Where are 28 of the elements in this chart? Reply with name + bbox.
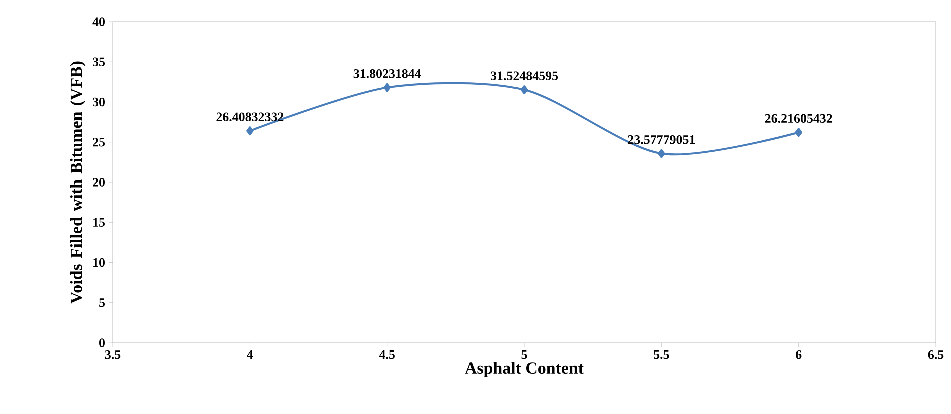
y-tick-label: 40 [92,18,105,26]
data-label: 31.80231844 [354,69,422,78]
data-label: 23.57779051 [628,135,696,144]
x-tick-label: 3.5 [105,350,121,360]
x-tick-label: 5.5 [654,350,670,360]
data-label: 26.21605432 [765,114,832,124]
point [246,126,254,136]
y-tick-label: 30 [93,98,105,107]
x-tick-label: 6 [796,350,802,360]
x-tick-label: 4 [247,350,254,360]
y-tick-label: 20 [93,178,105,187]
y-tick-label: 15 [94,218,106,227]
x-tick-label: 4.5 [379,350,395,360]
x-tick-label: 6.5 [928,350,944,360]
x-axis-title: Asphalt Content [465,362,584,378]
y-tick-label: 5 [100,298,106,308]
point [658,149,666,158]
point [384,83,391,92]
point [795,128,802,138]
x-tick-label: 5 [522,350,528,360]
y-axis-title: Voids Filled with Bitumen (VFB) [70,62,86,304]
y-tick-label: 25 [93,138,106,147]
data-label: 31.52484595 [490,72,558,80]
y-tick-label: 0 [100,338,105,348]
data-label: 26.40832332 [216,112,284,122]
y-tick-label: 35 [93,58,106,66]
y-tick-label: 10 [94,258,105,268]
point [520,86,528,94]
